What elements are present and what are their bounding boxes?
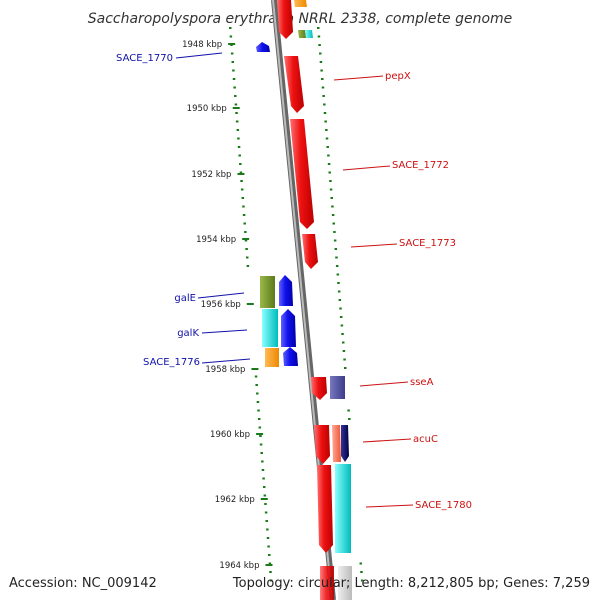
gene-label-ssea[interactable]: sseA: [410, 377, 434, 388]
tick-label: 1958 kbp: [205, 365, 245, 375]
tick-label: 1960 kbp: [210, 430, 250, 440]
gene-galk-blue[interactable]: [281, 309, 296, 347]
tick-label: 1954 kbp: [196, 235, 236, 245]
topology-text: Topology: circular; Length: 8,212,805 bp…: [232, 576, 590, 591]
gene-sace-1780-cyan[interactable]: [335, 464, 351, 553]
tick-label: 1948 kbp: [182, 40, 222, 50]
gene-label-sace-1776[interactable]: SACE_1776: [143, 357, 200, 368]
gc-skew-track-left: [229, 27, 273, 582]
gene-top-orange[interactable]: [294, 0, 307, 7]
gene-callout-lines: [175, 52, 414, 508]
tick-label: 1950 kbp: [187, 104, 227, 114]
gene-label-galk[interactable]: galK: [177, 328, 199, 339]
tick-label: 1962 kbp: [215, 495, 255, 505]
gene-top-olive[interactable]: [298, 30, 306, 38]
gene-label-sace-1772[interactable]: SACE_1772: [392, 160, 449, 171]
gene-pepx[interactable]: [284, 56, 304, 113]
gene-label-gale[interactable]: galE: [174, 293, 196, 304]
gene-galk-cyan[interactable]: [262, 309, 278, 347]
gene-sace-1776-blue[interactable]: [283, 347, 298, 366]
gene-labels: SACE_1770 pepX SACE_1772 SACE_1773 galE …: [116, 53, 472, 511]
tick-label: 1956 kbp: [201, 300, 241, 310]
gene-acuc-navy[interactable]: [341, 425, 349, 462]
gene-gale-olive[interactable]: [260, 276, 275, 308]
accession-text: Accession: NC_009142: [9, 576, 157, 591]
gene-sace-1773[interactable]: [302, 234, 318, 269]
gene-acuc-salmon[interactable]: [332, 425, 341, 462]
gene-bottom-red[interactable]: [320, 566, 334, 600]
tick-label: 1952 kbp: [191, 170, 231, 180]
gene-gale-blue[interactable]: [279, 275, 293, 306]
gene-label-sace-1770[interactable]: SACE_1770: [116, 53, 173, 64]
map-title: Saccharopolyspora erythraea NRRL 2338, c…: [88, 11, 513, 27]
gene-ssea-slate[interactable]: [330, 376, 345, 399]
gene-acuc-red[interactable]: [314, 425, 330, 464]
gene-label-sace-1773[interactable]: SACE_1773: [399, 238, 456, 249]
gene-top-red[interactable]: [277, 0, 293, 39]
gene-top-cyan[interactable]: [305, 30, 313, 38]
tick-label: 1964 kbp: [219, 561, 259, 571]
gene-label-acuc[interactable]: acuC: [413, 434, 438, 445]
position-ticks: 1948 kbp 1950 kbp 1952 kbp 1954 kbp 1956 kbp…: [182, 40, 273, 571]
gene-sace-1772[interactable]: [290, 119, 314, 229]
gene-label-sace-1780[interactable]: SACE_1780: [415, 500, 472, 511]
gene-label-pepx[interactable]: pepX: [385, 71, 411, 82]
gene-sace-1780-red[interactable]: [317, 465, 333, 553]
gc-skew-track-right: [317, 27, 364, 582]
gene-features: [256, 0, 352, 600]
gene-sace-1770[interactable]: [256, 42, 270, 52]
gene-sace-1776-orange[interactable]: [265, 348, 279, 367]
gene-bottom-grey[interactable]: [338, 566, 352, 600]
gene-ssea-red[interactable]: [311, 377, 327, 400]
